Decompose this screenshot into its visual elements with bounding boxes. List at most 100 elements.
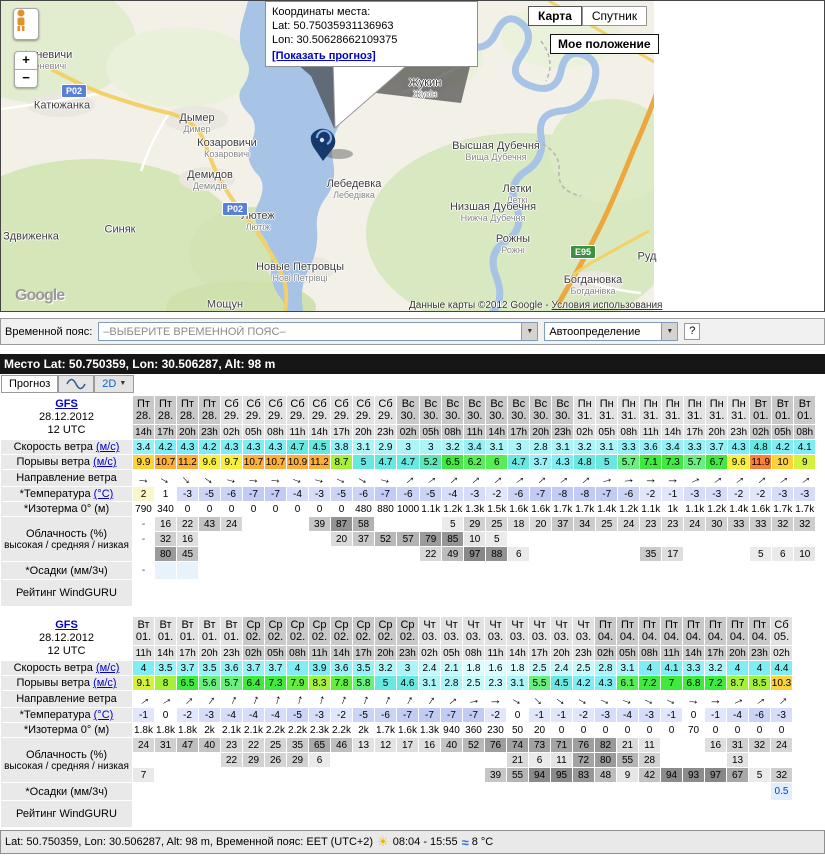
timezone-select[interactable]: –ВЫБЕРИТЕ ВРЕМЕННОЙ ПОЯС– ▼	[98, 322, 539, 341]
isotherm-cell: 1.4k	[595, 501, 619, 517]
cloud-high-cell: 13	[352, 737, 375, 753]
tab-2d[interactable]: 2D ▼	[94, 375, 135, 393]
hour-header-cell: 17h	[154, 424, 177, 440]
cloud-high-cell: 40	[440, 737, 463, 753]
wind-speed-cell: 3.6	[220, 660, 243, 676]
wind-arrow-icon: →	[266, 690, 285, 708]
cloud-low-cell	[198, 767, 221, 783]
location-title-bar: Место Lat: 50.750359, Lon: 30.506287, Al…	[0, 354, 825, 374]
model-link[interactable]: GFS	[55, 398, 78, 410]
timezone-auto-select[interactable]: Автоопределение ▼	[544, 322, 679, 341]
day-header-cell: Чт 03.	[550, 616, 573, 646]
temperature-cell: -5	[352, 707, 375, 723]
isotherm-cell: 0	[242, 501, 265, 517]
temperature-cell: -4	[242, 707, 265, 723]
cloud-mid-cell	[330, 752, 353, 768]
unit-link[interactable]: (°C)	[93, 488, 114, 500]
wind-arrow-icon: →	[288, 690, 307, 708]
zoom-in-button[interactable]: +	[14, 51, 38, 70]
cloud-mid-cell: 32	[154, 531, 177, 547]
hour-header-cell: 02h	[418, 645, 441, 661]
precipitation-cell	[463, 561, 487, 580]
cloud-low-cell: 10	[793, 546, 817, 562]
cloud-mid-cell: -	[132, 531, 155, 547]
cloud-low-cell: 6	[507, 546, 531, 562]
wind-arrow-icon: →	[199, 469, 220, 487]
wind-direction-cell: →	[330, 690, 353, 708]
wind-arrow-icon: →	[621, 469, 636, 487]
model-link[interactable]: GFS	[55, 619, 78, 631]
temperature-cell: -5	[286, 707, 309, 723]
wind-gust-cell: 9.1	[132, 675, 155, 691]
wind-gust-cell: 5.7	[683, 454, 707, 470]
hour-header-cell: 17h	[704, 645, 727, 661]
unit-link[interactable]: (м/с)	[93, 456, 117, 468]
help-button[interactable]: ?	[684, 323, 701, 340]
temperature-cell: -2	[330, 707, 353, 723]
map-town-label: Руд	[637, 250, 657, 263]
wind-gust-cell: 6.8	[682, 675, 705, 691]
wind-direction-cell: →	[616, 690, 639, 708]
show-forecast-link[interactable]: [Показать прогноз]	[272, 50, 376, 62]
wind-direction-cell: →	[286, 469, 309, 487]
precipitation-cell	[220, 782, 243, 801]
temperature-cell: -3	[771, 486, 795, 502]
wind-gust-cell: 10.9	[286, 454, 309, 470]
map-town-label: Низшая Дубечня Нижча Дубечня	[449, 201, 537, 224]
tab-meteogram[interactable]	[58, 375, 95, 393]
day-header-cell: Сб 29.	[308, 395, 331, 425]
cloud-high-cell	[286, 516, 309, 532]
unit-link[interactable]: (°C)	[93, 709, 114, 721]
wind-arrow-icon: →	[662, 690, 681, 708]
pegman-control[interactable]	[13, 8, 39, 40]
wind-speed-cell: 4.3	[176, 439, 199, 455]
unit-link[interactable]: (м/с)	[95, 662, 120, 674]
cloud-low-cell	[352, 546, 375, 562]
hour-header-cell: 17h	[330, 424, 353, 440]
wind-arrow-icon: →	[354, 469, 373, 487]
day-header-cell: Вт 01.	[793, 395, 817, 425]
precipitation-cell	[352, 782, 375, 801]
terms-link[interactable]: Условия использования	[551, 300, 663, 311]
isotherm-cell: 1.8k	[176, 722, 199, 738]
wind-arrow-icon: →	[199, 690, 220, 708]
zoom-out-button[interactable]: −	[14, 69, 38, 88]
map-town-label: Лебедевка Лебедівка	[326, 178, 382, 201]
cloud-low-cell	[330, 767, 353, 783]
map[interactable]: Феневичи Феневичі Катюжанка Дымер Димер Козар…	[0, 0, 825, 312]
map-town-label: Жукин Жукін	[408, 77, 442, 100]
day-header-cell: Пн 31.	[573, 395, 597, 425]
temperature-cell: -7	[418, 707, 441, 723]
day-header-cell: Вт 01.	[220, 616, 243, 646]
temperature-cell: -7	[374, 486, 397, 502]
map-town-label: Козаровичи Козаровичі	[197, 137, 257, 160]
map-type-switcher: Карта Спутник	[528, 6, 648, 26]
hour-header-cell: 23h	[198, 424, 221, 440]
cloud-low-cell: 95	[550, 767, 573, 783]
cloud-mid-cell: 29	[286, 752, 309, 768]
wind-arrow-icon: →	[750, 469, 771, 487]
unit-link[interactable]: (м/с)	[93, 677, 117, 689]
day-header-cell: Пн 31.	[639, 395, 663, 425]
coords-popup: Координаты места: Lat: 50.75035931136963…	[265, 1, 478, 67]
precipitation-cell	[595, 561, 619, 580]
wind-direction-cell: →	[660, 690, 683, 708]
day-header-cell: Чт 03.	[418, 616, 441, 646]
wind-direction-cell: →	[507, 469, 531, 487]
map-type-satellite-button[interactable]: Спутник	[581, 6, 648, 26]
map-type-map-button[interactable]: Карта	[528, 6, 582, 26]
isotherm-cell: 940	[440, 722, 463, 738]
cloud-low-cell	[220, 767, 243, 783]
cloud-high-cell: 23	[220, 737, 243, 753]
my-location-button[interactable]: Мое положение	[550, 34, 659, 54]
unit-link[interactable]: (м/с)	[95, 441, 120, 453]
isotherm-cell: 1.1k	[683, 501, 707, 517]
precipitation-cell	[727, 561, 751, 580]
wind-arrow-icon: →	[749, 690, 770, 708]
wind-direction-cell: →	[286, 690, 309, 708]
wind-speed-cell: 3.7	[242, 660, 265, 676]
wind-gust-cell: 9	[793, 454, 817, 470]
wind-gust-cell: 7.8	[330, 675, 353, 691]
row-sublabel: высокая / средняя / низкая	[4, 760, 129, 772]
tab-forecast[interactable]: Прогноз	[1, 375, 59, 393]
